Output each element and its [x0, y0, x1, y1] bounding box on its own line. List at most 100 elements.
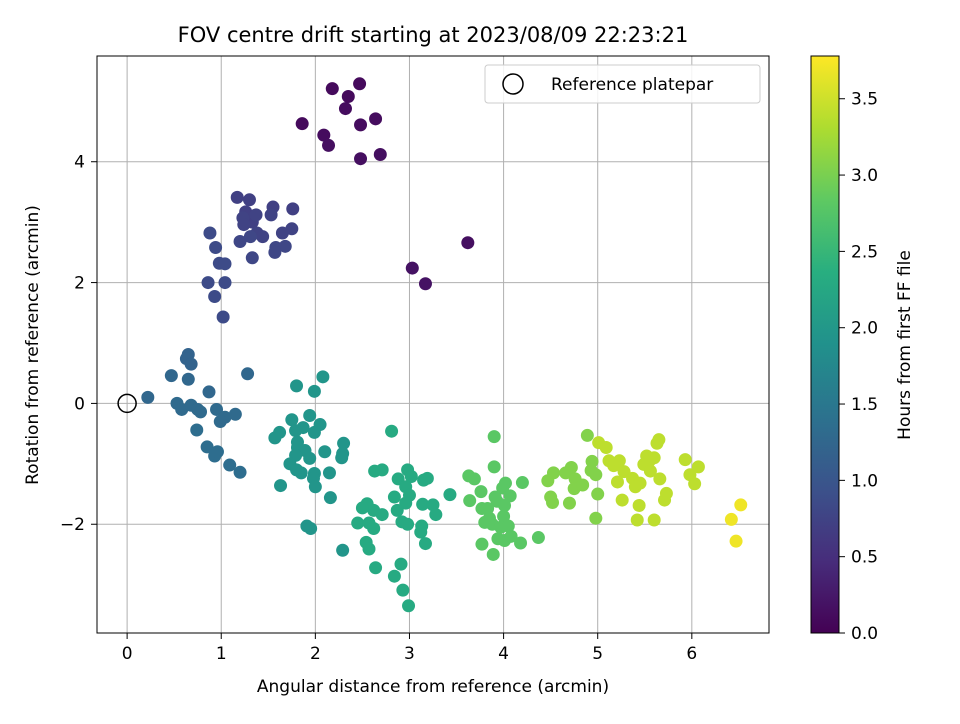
colorbar-gradient [810, 55, 840, 634]
data-point [323, 491, 337, 505]
x-tick-label: 0 [122, 644, 133, 664]
data-point [396, 583, 410, 597]
data-point [274, 479, 288, 493]
data-point [233, 465, 247, 479]
x-tick-label: 3 [404, 644, 415, 664]
data-point [286, 202, 300, 216]
x-tick-label: 6 [686, 644, 697, 664]
data-point [420, 471, 434, 485]
data-point [322, 138, 336, 152]
data-point [218, 257, 232, 271]
colorbar-label: Hours from first FF file [895, 250, 915, 440]
data-point [576, 478, 590, 492]
data-point [367, 521, 381, 535]
axis-ticks: 0 1 2 3 4 5 6 −2 0 2 4 [60, 153, 697, 664]
data-point [369, 561, 383, 575]
data-point [501, 519, 515, 533]
data-point [290, 379, 304, 393]
data-point [230, 190, 244, 204]
data-point [210, 445, 224, 459]
data-point [418, 537, 432, 551]
legend-box [484, 64, 761, 104]
data-point [481, 502, 495, 516]
y-tick-label: 0 [74, 394, 85, 414]
data-point [633, 476, 647, 490]
data-point [316, 370, 330, 384]
colorbar-tick-label: 1.5 [851, 395, 878, 415]
data-point [218, 276, 232, 290]
data-point [200, 440, 214, 454]
data-point [295, 117, 309, 131]
data-point [652, 433, 666, 447]
data-point [498, 476, 512, 490]
data-point [354, 152, 368, 166]
data-point [285, 413, 299, 427]
data-point [375, 508, 389, 522]
data-point [414, 525, 428, 539]
data-point [653, 472, 667, 486]
data-point [612, 454, 626, 468]
data-point [278, 239, 292, 253]
chart-title: FOV centre drift starting at 2023/08/09 … [178, 23, 689, 47]
data-point [580, 428, 594, 442]
data-point [228, 407, 242, 421]
data-point [355, 501, 369, 515]
data-point [487, 460, 501, 474]
data-point [354, 118, 368, 132]
data-point [241, 367, 255, 381]
y-tick-label: 2 [74, 274, 85, 294]
data-point [141, 390, 155, 404]
data-point [734, 498, 748, 512]
data-point [303, 451, 317, 465]
legend: Reference platepar [484, 64, 761, 104]
data-point [164, 369, 178, 383]
data-point [531, 531, 545, 545]
data-point [515, 476, 529, 490]
data-point [322, 466, 336, 480]
data-point [362, 542, 376, 556]
data-point [514, 536, 528, 550]
data-point [691, 460, 705, 474]
data-point [390, 503, 404, 517]
data-point [341, 89, 355, 103]
data-point [429, 508, 443, 522]
data-point [184, 357, 198, 371]
data-point [268, 431, 282, 445]
data-point [303, 408, 317, 422]
data-point [643, 464, 657, 478]
data-point [486, 547, 500, 561]
data-point [630, 513, 644, 527]
x-tick-label: 5 [592, 644, 603, 664]
x-tick-label: 2 [310, 644, 321, 664]
legend-marker-icon [502, 73, 524, 95]
data-point [724, 512, 738, 526]
y-axis-label: Rotation from reference (arcmin) [23, 205, 43, 485]
data-point [632, 499, 646, 513]
data-point [591, 487, 605, 501]
data-point [546, 495, 560, 509]
colorbar-tick-label: 2.0 [851, 319, 878, 339]
y-tick-label: 4 [74, 153, 85, 173]
data-point [541, 474, 555, 488]
data-point [203, 226, 217, 240]
data-point [416, 497, 430, 511]
colorbar-tick-label: 3.0 [851, 166, 878, 186]
data-point [190, 423, 204, 437]
data-point [308, 480, 322, 494]
data-point [559, 466, 573, 480]
data-point [338, 102, 352, 116]
data-point [418, 277, 432, 291]
colorbar-tick-label: 3.5 [851, 90, 878, 110]
colorbar: 0.0 0.5 1.0 1.5 2.0 2.5 3.0 3.5 Hours from firs… [810, 55, 915, 644]
data-point [463, 494, 477, 508]
x-tick-label: 1 [216, 644, 227, 664]
data-point [562, 496, 576, 510]
data-point [678, 453, 692, 467]
data-point [729, 534, 743, 548]
data-point [467, 472, 481, 486]
data-point [351, 516, 365, 530]
data-point [387, 490, 401, 504]
data-point [336, 543, 350, 557]
data-point [285, 222, 299, 236]
